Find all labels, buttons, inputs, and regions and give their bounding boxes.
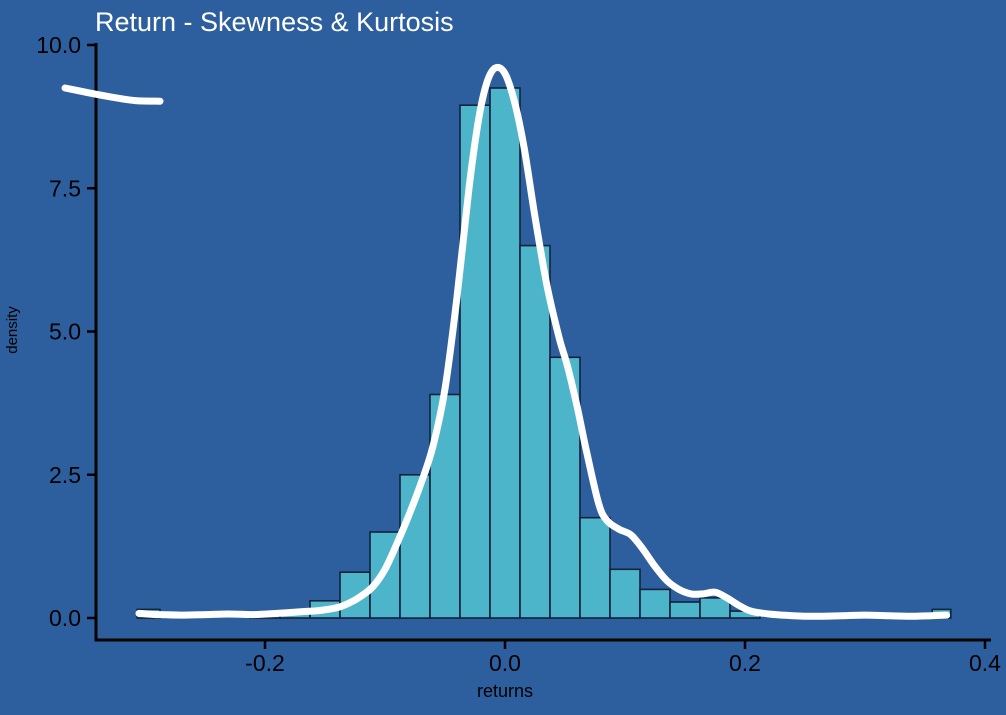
density-curve <box>135 63 951 620</box>
histogram-bar <box>669 601 701 619</box>
y-tick-label: 10.0 <box>36 32 81 58</box>
histogram-bar <box>639 588 671 619</box>
x-axis-title: returns <box>477 681 533 701</box>
histogram-bar <box>459 104 491 619</box>
y-tick-label: 2.5 <box>49 462 81 488</box>
x-tick-label: 0.4 <box>969 650 1001 676</box>
y-tick-label: 0.0 <box>49 605 81 631</box>
y-tick-label: 7.5 <box>49 175 81 201</box>
histogram-bar <box>609 568 641 619</box>
histogram-bar <box>579 516 611 619</box>
histogram-bar <box>519 244 551 619</box>
histogram-bar <box>489 87 521 619</box>
chart-title: Return - Skewness & Kurtosis <box>95 7 454 37</box>
plot-area: 0.0 2.5 5.0 7.5 10.0 -0.2 0.0 0.2 0.4 <box>36 32 1001 676</box>
histogram-bar <box>699 597 731 619</box>
x-tick-label: 0.0 <box>489 650 521 676</box>
y-tick-label: 5.0 <box>49 319 81 345</box>
x-tick-label: 0.2 <box>729 650 761 676</box>
y-axis-title: density <box>4 306 21 354</box>
stray-curve-segment <box>61 84 164 105</box>
x-tick-label: -0.2 <box>245 650 285 676</box>
